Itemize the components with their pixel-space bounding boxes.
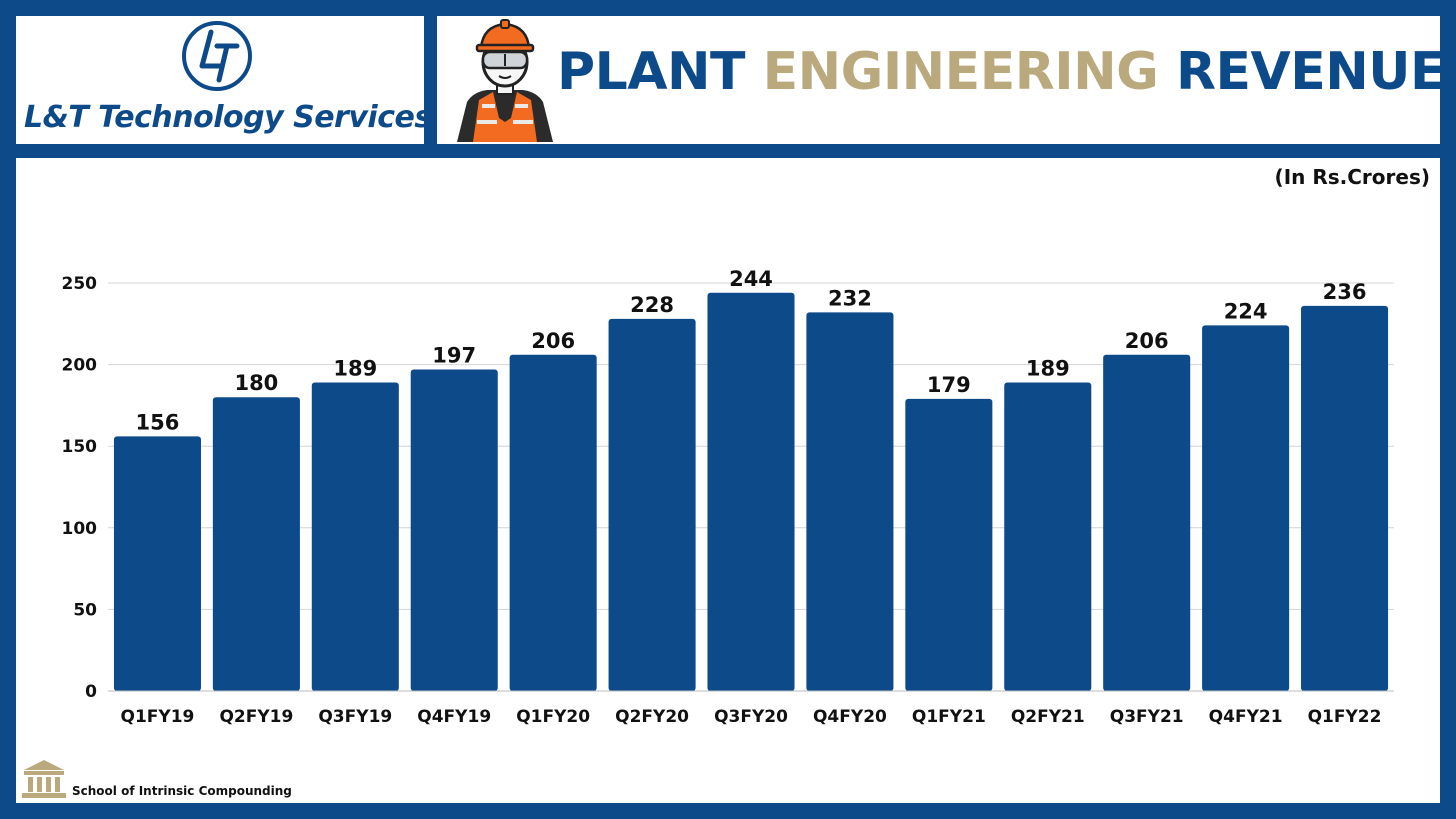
chart-panel: (In Rs.Crores) 0 50 100 150 200 250 156 Q1FY19 1…	[16, 158, 1440, 803]
bar	[608, 318, 696, 691]
x-tick-label: Q4FY21	[1209, 707, 1283, 727]
y-tick-label: 0	[85, 682, 97, 702]
bar	[806, 312, 894, 691]
x-tick-label: Q3FY20	[714, 707, 788, 727]
y-tick-label: 100	[62, 519, 98, 539]
data-label: 228	[630, 293, 674, 317]
data-label: 156	[136, 410, 180, 434]
page-title: PLANT ENGINEERING REVENUE	[557, 46, 1446, 98]
institution-building-icon	[22, 760, 66, 798]
bar	[707, 292, 795, 691]
x-tick-label: Q1FY22	[1308, 707, 1382, 727]
x-tick-label: Q1FY20	[516, 707, 590, 727]
logo-panel: L&T Technology Services	[16, 16, 432, 144]
x-tick-label: Q3FY19	[318, 707, 392, 727]
lt-logo-icon	[182, 21, 252, 91]
bar	[905, 398, 993, 691]
data-label: 206	[1125, 329, 1169, 353]
bar	[1202, 325, 1290, 691]
data-label: 189	[1026, 357, 1070, 381]
construction-worker-icon	[457, 19, 553, 142]
x-tick-label: Q4FY19	[417, 707, 491, 727]
bar	[1004, 382, 1092, 691]
y-tick-label: 50	[73, 600, 97, 620]
data-label: 206	[531, 329, 575, 353]
bar-chart: 0 50 100 150 200 250 156 Q1FY19 180 Q2FY19 189 Q3FY…	[62, 267, 1394, 727]
x-tick-label: Q3FY21	[1110, 707, 1184, 727]
x-tick-label: Q2FY21	[1011, 707, 1085, 727]
y-tick-label: 250	[62, 274, 98, 294]
data-label: 224	[1224, 299, 1268, 323]
title-part-plant: PLANT	[557, 42, 745, 102]
title-part-revenue: REVENUE	[1175, 42, 1446, 102]
data-label: 179	[927, 373, 971, 397]
brand-name: L&T Technology Services	[24, 100, 432, 135]
bar	[410, 369, 498, 691]
x-tick-label: Q1FY21	[912, 707, 986, 727]
x-tick-label: Q1FY19	[121, 707, 195, 727]
bar	[113, 436, 201, 691]
y-tick-label: 200	[62, 356, 98, 376]
x-tick-label: Q2FY20	[615, 707, 689, 727]
data-label: 232	[828, 286, 872, 310]
bar	[212, 397, 300, 691]
y-tick-label: 150	[62, 437, 98, 457]
title-part-engineering: ENGINEERING	[762, 42, 1159, 102]
title-panel: PLANT ENGINEERING REVENUE	[437, 16, 1446, 144]
unit-label: (In Rs.Crores)	[1274, 165, 1430, 189]
bar	[1301, 305, 1389, 691]
x-tick-label: Q4FY20	[813, 707, 887, 727]
bar	[311, 382, 399, 691]
data-label: 236	[1323, 280, 1367, 304]
data-label: 180	[234, 371, 278, 395]
footer-text: School of Intrinsic Compounding	[72, 784, 292, 798]
data-label: 197	[432, 343, 476, 367]
data-label: 189	[333, 357, 377, 381]
x-tick-label: Q2FY19	[219, 707, 293, 727]
bar	[1103, 354, 1191, 691]
data-label: 244	[729, 267, 773, 291]
bar	[509, 354, 597, 691]
